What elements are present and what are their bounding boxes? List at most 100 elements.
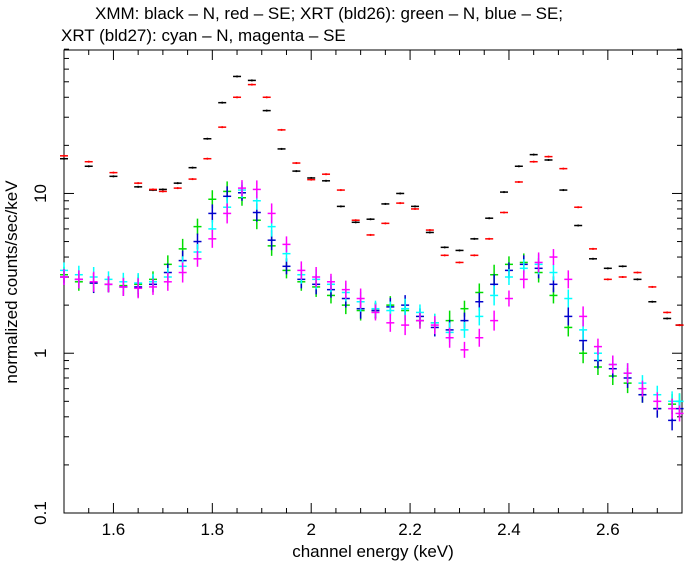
data-point — [648, 285, 657, 288]
data-point — [233, 96, 242, 99]
data-point — [267, 203, 276, 224]
data-point — [312, 266, 321, 287]
data-point — [307, 176, 316, 179]
data-point — [381, 222, 390, 225]
data-point — [549, 264, 558, 281]
data-point — [440, 246, 449, 249]
x-tick-label: 2.2 — [398, 520, 422, 539]
x-tick-label: 1.6 — [102, 520, 126, 539]
data-point — [237, 180, 246, 197]
data-point — [134, 278, 143, 299]
data-point — [356, 288, 365, 309]
data-point — [351, 219, 360, 222]
data-point — [440, 254, 449, 257]
data-point — [396, 202, 405, 205]
data-point — [455, 261, 464, 264]
data-point — [188, 178, 197, 181]
y-tick-label: 1 — [31, 348, 50, 357]
data-point — [292, 162, 301, 165]
data-point — [415, 312, 424, 329]
data-point — [500, 211, 509, 214]
data-point — [475, 328, 484, 347]
data-point — [60, 268, 68, 285]
data-point — [445, 327, 454, 348]
y-axis-label: normalized counts/sec/keV — [2, 180, 21, 384]
data-point — [84, 165, 93, 168]
data-point — [470, 254, 479, 257]
data-point — [564, 270, 573, 289]
data-point — [618, 275, 627, 278]
data-point — [675, 324, 684, 327]
data-point — [277, 147, 286, 150]
series-markers — [60, 182, 684, 412]
data-point — [297, 261, 306, 280]
data-point — [218, 101, 227, 104]
data-point — [233, 75, 242, 78]
data-point — [574, 224, 583, 227]
data-point — [341, 280, 350, 299]
data-point — [381, 202, 390, 205]
data-point — [559, 167, 568, 170]
data-point — [307, 178, 316, 181]
data-point — [336, 205, 345, 208]
data-point — [663, 317, 672, 320]
data-point — [386, 313, 395, 332]
data-point — [490, 310, 499, 331]
data-point — [173, 187, 182, 190]
chart-title-line-1: XMM: black – N, red – SE; XRT (bld26): g… — [95, 4, 563, 23]
data-point — [653, 392, 662, 411]
data-point — [411, 207, 420, 210]
data-point — [593, 338, 602, 355]
axis-ticks — [63, 48, 683, 514]
data-point — [623, 363, 632, 384]
data-point — [401, 315, 410, 336]
x-tick-label: 1.8 — [200, 520, 224, 539]
data-point — [529, 160, 538, 163]
data-point — [579, 306, 588, 327]
data-point — [277, 128, 286, 131]
data-point — [60, 154, 68, 157]
data-point — [282, 236, 291, 253]
data-point — [252, 180, 261, 199]
data-point — [84, 160, 93, 163]
data-point — [470, 237, 479, 240]
data-point — [322, 173, 331, 176]
data-point — [351, 221, 360, 224]
x-tick-label: 2 — [306, 520, 315, 539]
data-point — [663, 311, 672, 314]
x-tick-label: 2.6 — [596, 520, 620, 539]
data-point — [455, 249, 464, 252]
data-point — [460, 341, 469, 358]
data-point — [208, 204, 217, 223]
data-point — [589, 257, 598, 260]
data-point — [119, 277, 128, 296]
data-point — [603, 278, 612, 281]
series-markers — [60, 180, 684, 422]
data-point — [203, 157, 212, 160]
x-tick-labels: 1.6 1.8 2 2.2 2.4 2.6 — [102, 520, 620, 539]
data-point — [366, 218, 375, 221]
data-point — [430, 316, 439, 335]
data-point — [134, 182, 143, 185]
data-point — [74, 270, 83, 289]
series-markers — [60, 184, 684, 431]
data-point — [490, 285, 499, 306]
data-point — [460, 321, 469, 338]
data-point — [223, 203, 232, 224]
data-point — [247, 79, 256, 82]
data-point — [247, 83, 256, 86]
data-point — [559, 189, 568, 192]
data-point — [514, 180, 523, 183]
data-point — [514, 165, 523, 168]
data-point — [564, 307, 573, 326]
data-point — [208, 229, 217, 248]
data-point — [529, 153, 538, 156]
data-point — [411, 205, 420, 208]
data-point — [193, 218, 202, 235]
data-point — [371, 304, 380, 321]
y-tick-labels: 0.1 1 10 — [31, 184, 50, 525]
data-point — [668, 398, 677, 419]
data-point — [534, 252, 543, 273]
data-point — [104, 276, 113, 293]
